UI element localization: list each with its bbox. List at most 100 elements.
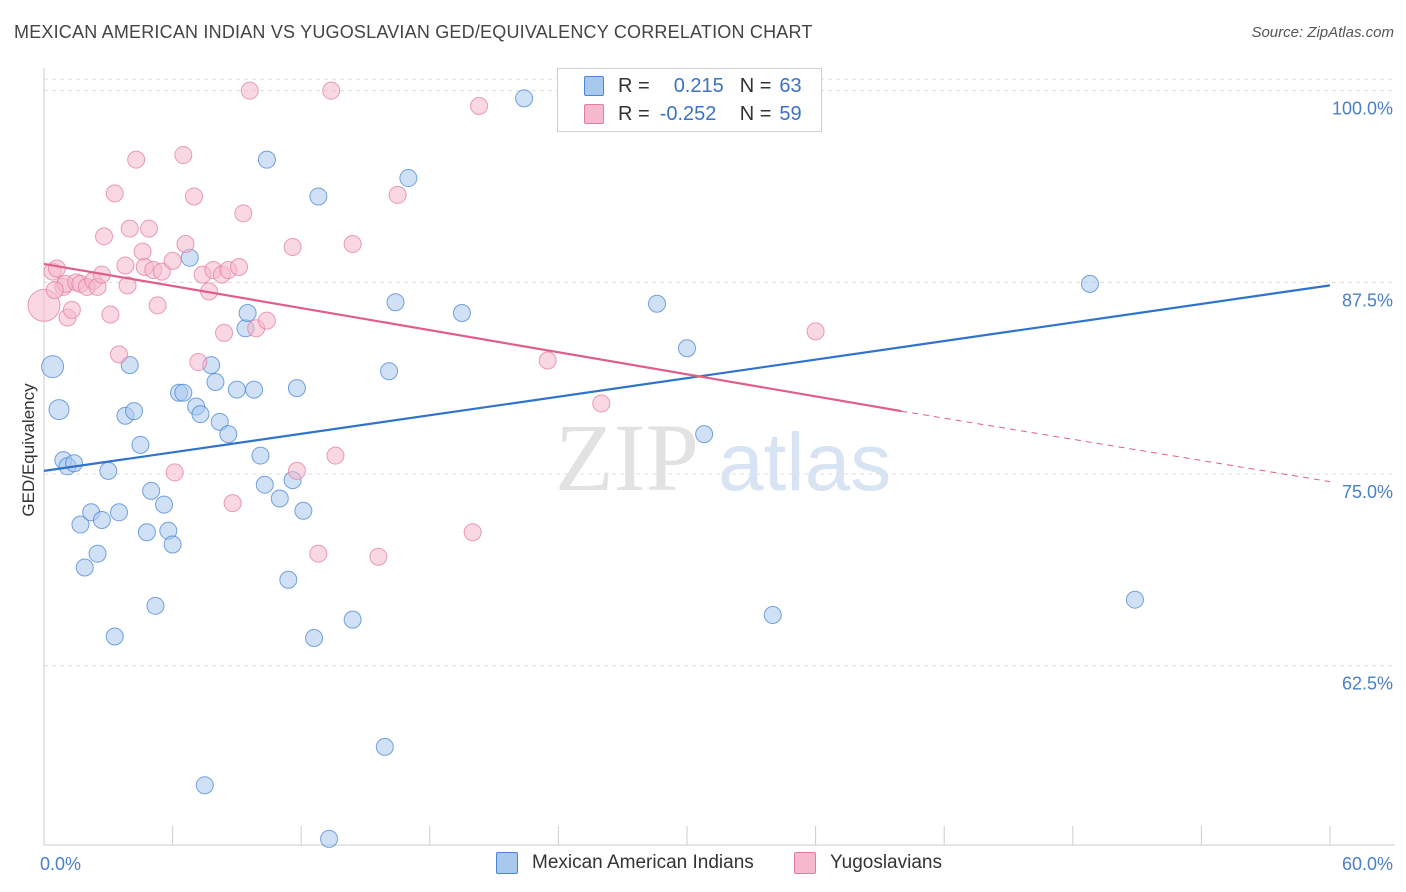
data-point [238,303,257,322]
grid-lines [44,78,1395,667]
data-point [92,510,111,529]
data-point [279,570,298,589]
legend-row-yugoslavians: R = -0.252 N = 59 [584,101,802,127]
data-point [647,294,666,313]
data-point [174,146,193,165]
trend-lines [43,262,1331,483]
data-point [695,425,714,444]
data-point [245,380,264,399]
series-legend: Mexican American Indians Yugoslavians [0,852,1406,880]
legend-item-mexican-american-indians: Mexican American Indians [496,852,754,874]
data-point [375,737,394,756]
data-point [191,405,210,424]
correlation-legend: R = 0.215 N = 63 R = -0.252 N = 59 [557,68,822,132]
data-point [125,402,144,421]
data-point [515,89,534,108]
data-point [185,187,204,206]
data-point [343,234,362,253]
watermark-atlas: atlas [718,417,891,508]
data-point [62,300,81,319]
data-point [133,242,152,261]
legend-r-value: 0.215 [673,74,724,97]
data-point [176,234,195,253]
data-point [257,311,276,330]
trend-line-yugoslavians-extension [901,410,1331,483]
legend-n-label: N = [739,102,772,125]
legend-n-value: 59 [779,102,802,125]
data-point [1080,274,1099,293]
data-point [45,280,64,299]
legend-item-yugoslavians: Yugoslavians [794,852,942,874]
data-point [110,503,129,522]
data-point [174,383,193,402]
data-point [47,259,66,278]
data-point [146,596,165,615]
data-point [230,257,249,276]
data-point [320,829,339,848]
data-point [251,446,270,465]
source-credit: Source: ZipAtlas.com [1251,24,1394,41]
data-point [386,293,405,312]
data-point [309,544,328,563]
data-point [110,345,129,364]
legend-row-mexican-american-indians: R = 0.215 N = 63 [584,73,802,99]
data-point [326,446,345,465]
trend-line-mexican-american-indians [43,284,1331,472]
legend-swatch-blue [584,76,604,96]
data-point [763,606,782,625]
data-point [95,227,114,246]
y-axis-label: GED/Equivalency [19,383,38,517]
data-point [369,547,388,566]
tick-labels: 100.0% 87.5% 75.0% 62.5% 0.0% 60.0% [40,99,1393,874]
data-point [71,515,90,534]
legend-series-name: Yugoslavians [830,852,942,873]
data-point [99,461,118,480]
data-point [127,150,146,169]
data-point [118,276,137,295]
data-point [806,322,825,341]
data-point [538,351,557,370]
series-mexican-american-indians [41,89,1144,848]
data-point [88,544,107,563]
data-point [234,204,253,223]
data-point [452,303,471,322]
y-tick-label: 75.0% [1342,482,1393,502]
data-point [120,219,139,238]
data-point [343,610,362,629]
data-point [287,461,306,480]
data-point [206,372,225,391]
legend-n-label: N = [739,74,772,97]
data-point [148,296,167,315]
data-point [195,776,214,795]
data-point [137,523,156,542]
data-point [142,481,161,500]
legend-swatch-pink [794,852,816,874]
y-tick-label: 100.0% [1332,99,1393,119]
data-point [255,475,274,494]
axes [43,68,1395,846]
data-point [287,379,306,398]
data-point [463,523,482,542]
data-point [155,495,174,514]
data-point [294,501,313,520]
x-tick-label-max: 60.0% [1342,854,1393,874]
data-point [152,262,171,281]
data-point [388,185,407,204]
y-tick-label: 87.5% [1342,290,1393,310]
data-point [163,535,182,554]
data-point [210,412,229,431]
data-point [41,355,65,379]
data-point [322,81,341,100]
data-point [309,187,328,206]
data-point [120,356,139,375]
data-point [223,494,242,513]
data-point [470,96,489,115]
data-point [678,339,696,358]
legend-r-label: R = [618,102,650,125]
data-point [116,256,135,275]
x-tick-label-min: 0.0% [40,854,81,874]
data-point [101,305,120,324]
trend-line-yugoslavians [43,262,902,413]
data-point [48,399,70,421]
